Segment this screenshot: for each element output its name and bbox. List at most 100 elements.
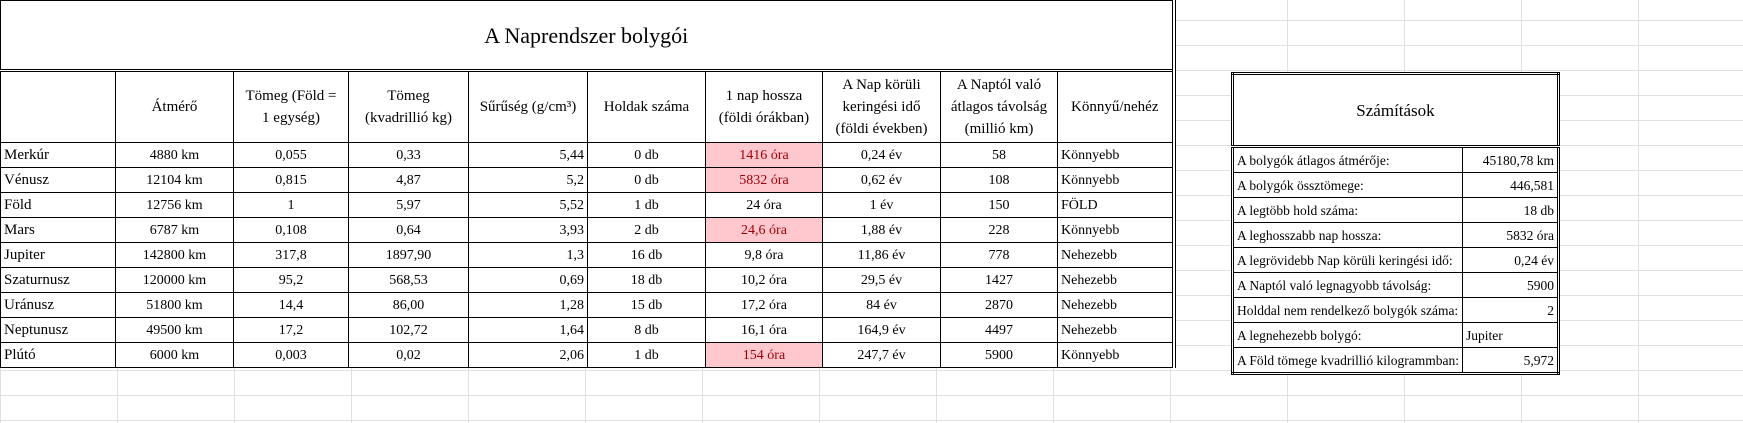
data-cell[interactable]: 4880 km (115, 142, 234, 168)
data-cell[interactable]: 1 db (587, 192, 706, 218)
calc-label[interactable]: A bolygók átlagos átmérője: (1232, 146, 1463, 173)
data-cell[interactable]: 1 (233, 192, 349, 218)
data-cell[interactable]: 228 (940, 217, 1058, 243)
data-cell[interactable]: 4,87 (348, 167, 469, 193)
data-cell[interactable]: 0,02 (348, 342, 469, 368)
data-cell[interactable]: 29,5 év (822, 267, 941, 293)
data-cell[interactable]: 95,2 (233, 267, 349, 293)
calc-label[interactable]: A legnehezebb bolygó: (1232, 322, 1463, 348)
calc-value[interactable]: 2 (1461, 297, 1559, 323)
column-header[interactable]: Holdak száma (587, 70, 706, 143)
data-cell[interactable]: 102,72 (348, 317, 469, 343)
data-cell[interactable]: Nehezebb (1057, 267, 1174, 293)
data-cell[interactable]: Nehezebb (1057, 317, 1174, 343)
data-cell[interactable]: 0,69 (468, 267, 588, 293)
data-cell[interactable]: 16,1 óra (705, 317, 823, 343)
data-cell[interactable]: 5,44 (468, 142, 588, 168)
data-cell[interactable]: 1416 óra (705, 142, 823, 168)
data-cell[interactable]: 120000 km (115, 267, 234, 293)
data-cell[interactable]: 0,003 (233, 342, 349, 368)
calc-label[interactable]: Holddal nem rendelkező bolygók száma: (1232, 297, 1463, 323)
data-cell[interactable]: 2870 (940, 292, 1058, 318)
planet-name-cell[interactable]: Szaturnusz (0, 267, 116, 293)
data-cell[interactable]: 5,2 (468, 167, 588, 193)
planet-name-cell[interactable]: Jupiter (0, 242, 116, 268)
data-cell[interactable]: FÖLD (1057, 192, 1174, 218)
data-cell[interactable]: 5832 óra (705, 167, 823, 193)
data-cell[interactable]: 18 db (587, 267, 706, 293)
data-cell[interactable]: 24 óra (705, 192, 823, 218)
data-cell[interactable]: 24,6 óra (705, 217, 823, 243)
data-cell[interactable]: 164,9 év (822, 317, 941, 343)
planet-name-cell[interactable]: Föld (0, 192, 116, 218)
calc-label[interactable]: A legtöbb hold száma: (1232, 197, 1463, 223)
data-cell[interactable]: 1,3 (468, 242, 588, 268)
calc-label[interactable]: A Naptól való legnagyobb távolság: (1232, 272, 1463, 298)
data-cell[interactable]: Könnyebb (1057, 167, 1174, 193)
column-header[interactable]: A Nap körüli keringési idő (földi évekbe… (822, 70, 941, 143)
data-cell[interactable]: 84 év (822, 292, 941, 318)
data-cell[interactable]: 17,2 óra (705, 292, 823, 318)
data-cell[interactable]: 2 db (587, 217, 706, 243)
data-cell[interactable]: 0 db (587, 167, 706, 193)
planet-name-cell[interactable]: Neptunusz (0, 317, 116, 343)
data-cell[interactable]: 5900 (940, 342, 1058, 368)
data-cell[interactable]: Nehezebb (1057, 242, 1174, 268)
data-cell[interactable]: 568,53 (348, 267, 469, 293)
data-cell[interactable]: 1,28 (468, 292, 588, 318)
data-cell[interactable]: 8 db (587, 317, 706, 343)
data-cell[interactable]: 51800 km (115, 292, 234, 318)
calc-value[interactable]: Jupiter (1461, 322, 1559, 348)
data-cell[interactable]: 11,86 év (822, 242, 941, 268)
data-cell[interactable]: 108 (940, 167, 1058, 193)
data-cell[interactable]: 5,52 (468, 192, 588, 218)
data-cell[interactable]: 1 db (587, 342, 706, 368)
data-cell[interactable]: 4497 (940, 317, 1058, 343)
data-cell[interactable]: 0,64 (348, 217, 469, 243)
data-cell[interactable]: Nehezebb (1057, 292, 1174, 318)
data-cell[interactable]: 9,8 óra (705, 242, 823, 268)
data-cell[interactable]: 0,815 (233, 167, 349, 193)
data-cell[interactable]: Könnyebb (1057, 342, 1174, 368)
data-cell[interactable]: 0,24 év (822, 142, 941, 168)
calculations-title[interactable]: Számítások (1232, 73, 1559, 148)
data-cell[interactable]: 58 (940, 142, 1058, 168)
data-cell[interactable]: 12104 km (115, 167, 234, 193)
calc-value[interactable]: 0,24 év (1461, 247, 1559, 273)
data-cell[interactable]: 0,108 (233, 217, 349, 243)
data-cell[interactable]: 0,055 (233, 142, 349, 168)
planet-name-cell[interactable]: Merkúr (0, 142, 116, 168)
planet-name-cell[interactable]: Vénusz (0, 167, 116, 193)
data-cell[interactable]: 150 (940, 192, 1058, 218)
data-cell[interactable]: 1 év (822, 192, 941, 218)
data-cell[interactable]: 317,8 (233, 242, 349, 268)
data-cell[interactable]: 2,06 (468, 342, 588, 368)
data-cell[interactable]: 1,64 (468, 317, 588, 343)
data-cell[interactable]: 142800 km (115, 242, 234, 268)
column-header[interactable]: 1 nap hossza (földi órákban) (705, 70, 823, 143)
planet-name-cell[interactable]: Uránusz (0, 292, 116, 318)
calc-label[interactable]: A bolygók össztömege: (1232, 172, 1463, 198)
calc-label[interactable]: A Föld tömege kvadrillió kilogrammban: (1232, 347, 1463, 374)
data-cell[interactable]: 86,00 (348, 292, 469, 318)
data-cell[interactable]: 0,33 (348, 142, 469, 168)
data-cell[interactable]: 1,88 év (822, 217, 941, 243)
data-cell[interactable]: 15 db (587, 292, 706, 318)
calc-label[interactable]: A leghosszabb nap hossza: (1232, 222, 1463, 248)
calc-value[interactable]: 5900 (1461, 272, 1559, 298)
data-cell[interactable]: 1427 (940, 267, 1058, 293)
data-cell[interactable]: 0 db (587, 142, 706, 168)
calc-value[interactable]: 446,581 (1461, 172, 1559, 198)
data-cell[interactable]: 3,93 (468, 217, 588, 243)
column-header[interactable]: Sűrűség (g/cm³) (468, 70, 588, 143)
data-cell[interactable]: Könnyebb (1057, 142, 1174, 168)
data-cell[interactable]: 778 (940, 242, 1058, 268)
column-header[interactable]: Tömeg (kvadrillió kg) (348, 70, 469, 143)
planet-name-cell[interactable]: Plútó (0, 342, 116, 368)
column-header[interactable]: A Naptól való átlagos távolság (millió k… (940, 70, 1058, 143)
column-header[interactable]: Átmérő (115, 70, 234, 143)
data-cell[interactable]: 12756 km (115, 192, 234, 218)
data-cell[interactable]: 0,62 év (822, 167, 941, 193)
sheet-title[interactable]: A Naprendszer bolygói (0, 0, 1174, 72)
data-cell[interactable]: 49500 km (115, 317, 234, 343)
